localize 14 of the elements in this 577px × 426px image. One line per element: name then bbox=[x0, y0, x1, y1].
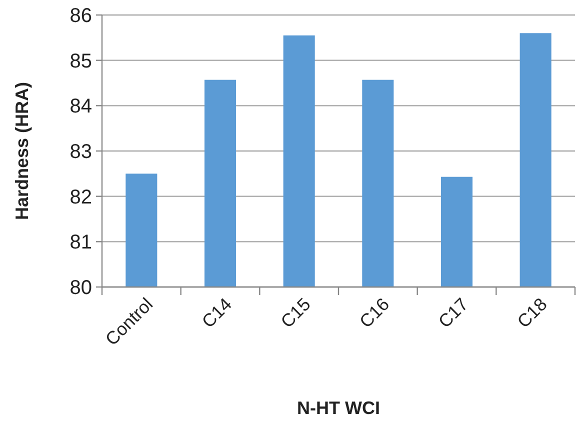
y-tick-label: 82 bbox=[70, 186, 92, 208]
x-tick-label: C14 bbox=[198, 294, 236, 332]
x-tick-label: C16 bbox=[356, 294, 394, 332]
y-tick-label: 81 bbox=[70, 232, 92, 254]
x-tick-label: C18 bbox=[513, 294, 551, 332]
y-tick-label: 85 bbox=[70, 50, 92, 72]
y-tick-label: 86 bbox=[70, 5, 92, 27]
x-tick-label: C17 bbox=[434, 294, 472, 332]
x-axis-title: N-HT WCI bbox=[297, 398, 380, 418]
y-tick-label: 83 bbox=[70, 141, 92, 163]
y-tick-label: 80 bbox=[70, 277, 92, 299]
x-tick-label: C15 bbox=[276, 294, 314, 332]
y-tick-label: 84 bbox=[70, 96, 92, 118]
y-axis-title: Hardness (HRA) bbox=[12, 82, 32, 220]
